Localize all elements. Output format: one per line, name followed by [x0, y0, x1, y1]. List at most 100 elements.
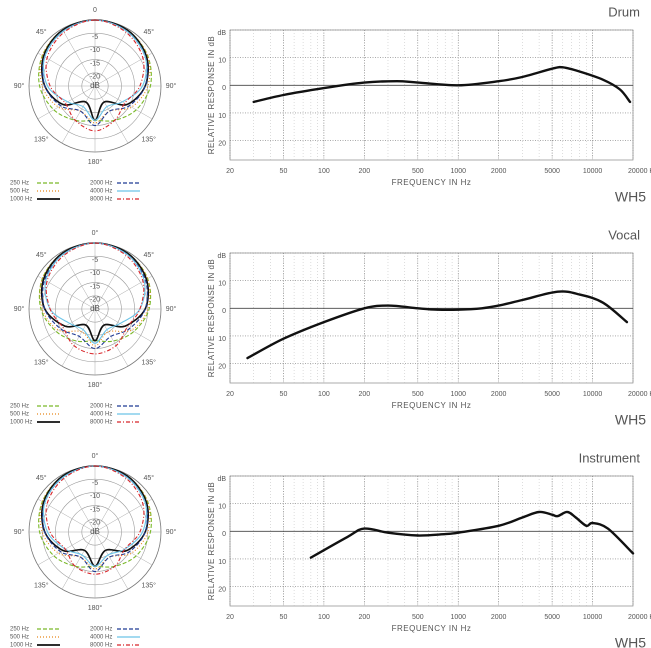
legend-label: 4000 Hz	[90, 412, 112, 418]
polar-unit: dB	[90, 304, 100, 313]
legend-label: 2000 Hz	[90, 181, 112, 187]
polar-angle-label: 135°	[34, 359, 49, 367]
polar-angle-label: 90°	[14, 82, 25, 90]
polar-angle-label: 90°	[166, 305, 177, 313]
polar-spoke	[94, 308, 129, 367]
polar-ring-label: -20	[90, 297, 100, 304]
polar-spoke	[37, 85, 96, 120]
x-tick-label: 50	[280, 614, 288, 621]
polar-spoke	[61, 28, 96, 87]
model-caption: WH5	[615, 189, 646, 205]
polar-curve	[42, 465, 148, 567]
polar-curve	[39, 242, 151, 347]
legend-label: 1000 Hz	[10, 420, 32, 426]
polar-curve	[45, 242, 145, 355]
polar-spoke	[94, 52, 153, 87]
polar-angle-label: 45°	[36, 474, 47, 482]
polar-ring-label: -20	[90, 74, 100, 81]
polar-spoke	[94, 85, 129, 144]
x-tick-label: 5000	[544, 391, 560, 398]
model-caption: WH5	[615, 412, 646, 428]
polar-angle-label: 45°	[143, 251, 154, 259]
y-tick-label: dB	[217, 476, 226, 483]
polar-ring-label: -5	[92, 34, 98, 41]
panel-title: Drum	[608, 4, 640, 19]
legend-label: 500 Hz	[10, 412, 29, 418]
panel-title: Vocal	[608, 227, 640, 242]
x-tick-label: 500	[412, 391, 424, 398]
x-tick-label: 20000 Hz	[628, 168, 651, 175]
y-tick-label: 10	[218, 559, 226, 566]
x-tick-label: 100	[318, 391, 330, 398]
polar-spoke	[94, 531, 153, 566]
x-tick-label: 5000	[544, 614, 560, 621]
x-tick-label: 200	[358, 168, 370, 175]
y-tick-label: 0	[222, 85, 226, 92]
polar-angle-label: 0°	[92, 229, 99, 237]
legend-label: 1000 Hz	[10, 197, 32, 203]
polar-angle-label: 45°	[143, 474, 154, 482]
polar-angle-label: 180°	[88, 381, 103, 389]
polar-spoke	[61, 251, 96, 310]
legend-label: 4000 Hz	[90, 635, 112, 641]
polar-ring-label: -15	[90, 60, 100, 67]
polar-curve	[44, 242, 146, 344]
x-tick-label: 1000	[450, 614, 466, 621]
polar-spoke	[37, 531, 96, 566]
polar-angle-label: 90°	[166, 82, 177, 90]
polar-spoke	[94, 85, 153, 120]
polar-spoke	[61, 531, 96, 590]
x-tick-label: 200	[358, 391, 370, 398]
polar-angle-label: 180°	[88, 604, 103, 612]
polar-angle-label: 135°	[34, 582, 49, 590]
x-tick-label: 2000	[491, 614, 507, 621]
polar-ring-label: -5	[92, 257, 98, 264]
legend-label: 4000 Hz	[90, 189, 112, 195]
polar-angle-label: 135°	[141, 582, 156, 590]
y-axis-label: RELATIVE RESPONSE IN dB	[207, 259, 216, 378]
polar-angle-label: 135°	[34, 136, 49, 144]
y-tick-label: 10	[218, 113, 226, 120]
legend-label: 250 Hz	[10, 627, 29, 633]
legend-label: 2000 Hz	[90, 627, 112, 633]
polar-spoke	[61, 85, 96, 144]
y-tick-label: 20	[218, 363, 226, 370]
x-tick-label: 200	[358, 614, 370, 621]
polar-curve	[42, 242, 148, 350]
x-tick-label: 20	[226, 614, 234, 621]
x-tick-label: 50	[280, 168, 288, 175]
x-tick-label: 10000	[583, 168, 603, 175]
polar-spoke	[61, 308, 96, 367]
polar-spoke	[94, 474, 129, 533]
y-tick-label: dB	[217, 30, 226, 37]
polar-angle-label: 90°	[14, 528, 25, 536]
x-axis-label: FREQUENCY IN Hz	[392, 624, 472, 633]
polar-curve	[45, 465, 145, 575]
legend-label: 2000 Hz	[90, 404, 112, 410]
x-tick-label: 100	[318, 168, 330, 175]
legend-label: 250 Hz	[10, 181, 29, 187]
polar-spoke	[94, 251, 129, 310]
polar-spoke	[61, 474, 96, 533]
polar-curve	[45, 19, 145, 132]
polar-ring-label: -5	[92, 480, 98, 487]
polar-spoke	[37, 308, 96, 343]
y-axis-label: RELATIVE RESPONSE IN dB	[207, 36, 216, 155]
polar-curve	[42, 19, 148, 121]
polar-spoke	[94, 308, 153, 343]
x-axis-label: FREQUENCY IN Hz	[392, 401, 472, 410]
polar-angle-label: 45°	[36, 251, 47, 259]
x-tick-label: 500	[412, 614, 424, 621]
x-tick-label: 20	[226, 391, 234, 398]
response-curve	[252, 65, 632, 104]
polar-ring-label: -15	[90, 283, 100, 290]
x-tick-label: 1000	[450, 391, 466, 398]
polar-spoke	[94, 275, 153, 310]
legend-label: 8000 Hz	[90, 643, 112, 648]
polar-angle-label: 45°	[143, 28, 154, 36]
polar-ring-label: -10	[90, 270, 100, 277]
polar-spoke	[37, 52, 96, 87]
